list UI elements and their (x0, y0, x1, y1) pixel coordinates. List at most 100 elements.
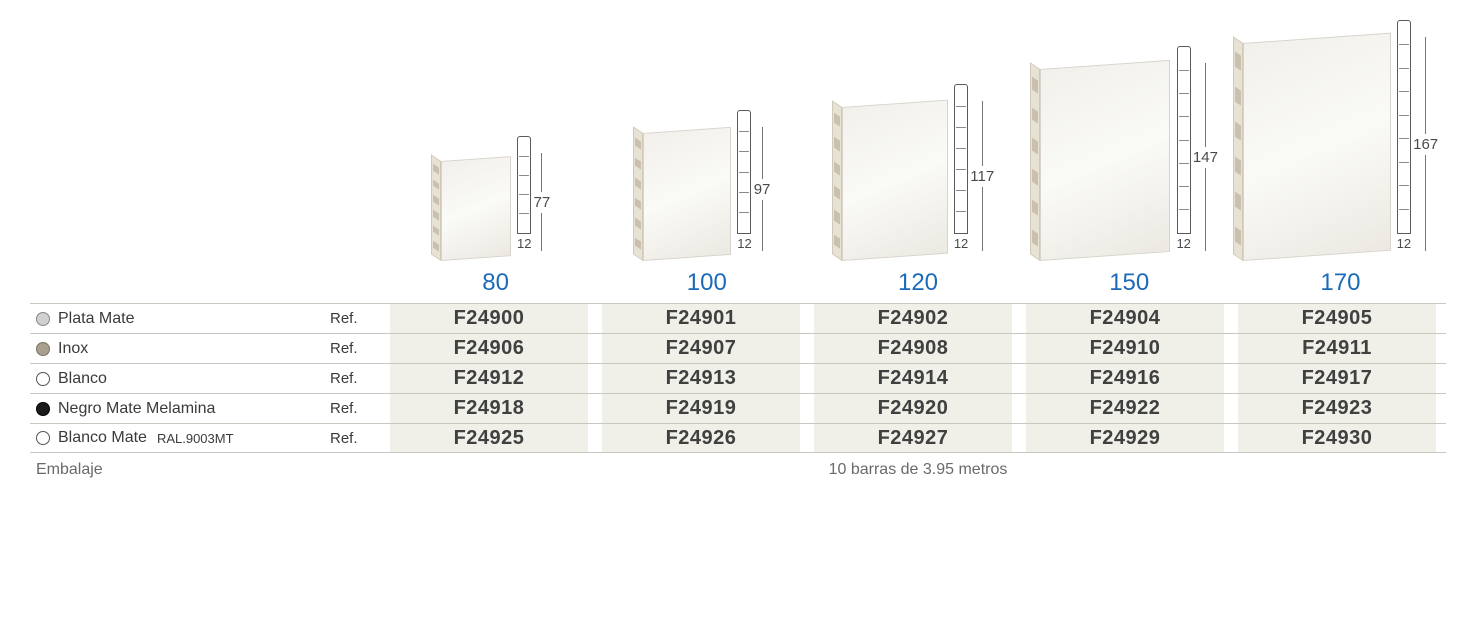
ref-code: F24919 (602, 394, 800, 423)
ref-code: F24911 (1238, 334, 1436, 363)
diagram-cell: 12 167 (1235, 20, 1446, 261)
height-dimension: 117 (970, 101, 994, 251)
height-dimension: 167 (1413, 37, 1438, 251)
profile-cross-section (1177, 46, 1191, 234)
size-header: 100 (601, 269, 812, 297)
size-header: 120 (812, 269, 1023, 297)
ref-code: F24926 (602, 424, 800, 452)
ref-code: F24925 (390, 424, 588, 452)
ref-code: F24918 (390, 394, 588, 423)
ref-code: F24913 (602, 364, 800, 393)
product-spec-sheet: 12 77 12 97 12 117 12 147 12 167 80100120150170 P… (30, 20, 1446, 479)
profile-group: 12 97 (737, 110, 770, 251)
height-dimension: 77 (533, 153, 550, 251)
ref-label: Ref. (330, 334, 390, 363)
color-legend-cell: Blanco Mate RAL.9003MT (30, 424, 330, 452)
color-name: Blanco Mate (58, 429, 147, 447)
height-dimension-label: 117 (970, 166, 994, 187)
height-dimension: 147 (1193, 63, 1218, 251)
color-name: Negro Mate Melamina (58, 400, 215, 418)
ref-code: F24922 (1026, 394, 1224, 423)
panel-3d (441, 161, 511, 261)
profile-cross-section (517, 136, 531, 234)
ref-code: F24900 (390, 304, 588, 333)
ref-code: F24905 (1238, 304, 1436, 333)
height-dimension-label: 167 (1413, 134, 1438, 155)
size-header: 80 (390, 269, 601, 297)
profile-group: 12 167 (1397, 20, 1439, 251)
height-dimension-label: 97 (754, 179, 771, 200)
size-header: 150 (1024, 269, 1235, 297)
ref-code: F24917 (1238, 364, 1436, 393)
panel-3d (643, 133, 731, 261)
height-dimension-label: 147 (1193, 147, 1218, 168)
codes-wrap: F24918 F24919 F24920 F24922 F24923 (390, 394, 1446, 423)
profile-group: 12 117 (954, 84, 994, 251)
ref-label: Ref. (330, 424, 390, 452)
color-name: Blanco (58, 370, 107, 388)
reference-table: Plata MateRef.F24900F24901F24902F24904F2… (30, 303, 1446, 453)
width-dimension-label: 12 (1397, 236, 1411, 251)
codes-wrap: F24900 F24901 F24902 F24904 F24905 (390, 304, 1446, 333)
ref-code: F24901 (602, 304, 800, 333)
width-dimension-label: 12 (1176, 236, 1190, 251)
ref-code: F24916 (1026, 364, 1224, 393)
color-swatch (36, 312, 50, 326)
ref-code: F24929 (1026, 424, 1224, 452)
width-dimension-label: 12 (737, 236, 751, 251)
codes-wrap: F24925 F24926 F24927 F24929 F24930 (390, 424, 1446, 452)
ref-label: Ref. (330, 394, 390, 423)
ref-code: F24923 (1238, 394, 1436, 423)
ref-code: F24930 (1238, 424, 1436, 452)
footer-row: Embalaje 10 barras de 3.95 metros (30, 461, 1446, 479)
profile-cross-section (1397, 20, 1411, 234)
diagram-cell: 12 147 (1024, 46, 1235, 261)
codes-wrap: F24906F24907F24908F24910F24911 (390, 334, 1446, 363)
diagrams-row: 12 77 12 97 12 117 12 147 12 167 (30, 20, 1446, 261)
color-swatch (36, 402, 50, 416)
ref-code: F24908 (814, 334, 1012, 363)
panel-3d (842, 107, 948, 261)
color-legend-cell: Blanco (30, 364, 330, 393)
panel-3d (1243, 43, 1391, 261)
table-row: Plata MateRef.F24900F24901F24902F24904F2… (30, 303, 1446, 333)
profile-group: 12 147 (1176, 46, 1218, 251)
color-swatch (36, 431, 50, 445)
ref-code: F24907 (602, 334, 800, 363)
diagram-cell: 12 117 (812, 84, 1023, 261)
diagram-cell: 12 97 (601, 110, 812, 261)
height-dimension-label: 77 (533, 192, 550, 213)
size-header: 170 (1235, 269, 1446, 297)
ref-label: Ref. (330, 304, 390, 333)
color-legend-cell: Plata Mate (30, 304, 330, 333)
ref-code: F24927 (814, 424, 1012, 452)
height-dimension: 97 (754, 127, 771, 251)
color-legend-cell: Inox (30, 334, 330, 363)
table-row: Blanco MateRAL.9003MTRef.F24925F24926F24… (30, 423, 1446, 453)
color-legend-cell: Negro Mate Melamina (30, 394, 330, 423)
profile-cross-section (954, 84, 968, 234)
ref-code: F24912 (390, 364, 588, 393)
diagram-cell: 12 77 (390, 136, 601, 261)
size-header-row: 80100120150170 (30, 269, 1446, 297)
footer-center-label: 10 barras de 3.95 metros (390, 461, 1446, 479)
ref-code: F24904 (1026, 304, 1224, 333)
color-swatch (36, 372, 50, 386)
panel-3d (1040, 69, 1170, 261)
ref-code: F24902 (814, 304, 1012, 333)
width-dimension-label: 12 (954, 236, 968, 251)
codes-wrap: F24912 F24913 F24914 F24916 F24917 (390, 364, 1446, 393)
color-sublabel: RAL.9003MT (157, 431, 234, 446)
ref-label: Ref. (330, 364, 390, 393)
width-dimension-label: 12 (517, 236, 531, 251)
ref-code: F24920 (814, 394, 1012, 423)
color-swatch (36, 342, 50, 356)
color-name: Inox (58, 340, 88, 358)
profile-cross-section (737, 110, 751, 234)
footer-left-label: Embalaje (30, 461, 390, 479)
ref-code: F24906 (390, 334, 588, 363)
ref-code: F24914 (814, 364, 1012, 393)
color-name: Plata Mate (58, 310, 134, 328)
table-row: Negro Mate Melamina Ref.F24918 F24919 F2492… (30, 393, 1446, 423)
table-row: InoxRef.F24906F24907F24908F24910F24911 (30, 333, 1446, 363)
